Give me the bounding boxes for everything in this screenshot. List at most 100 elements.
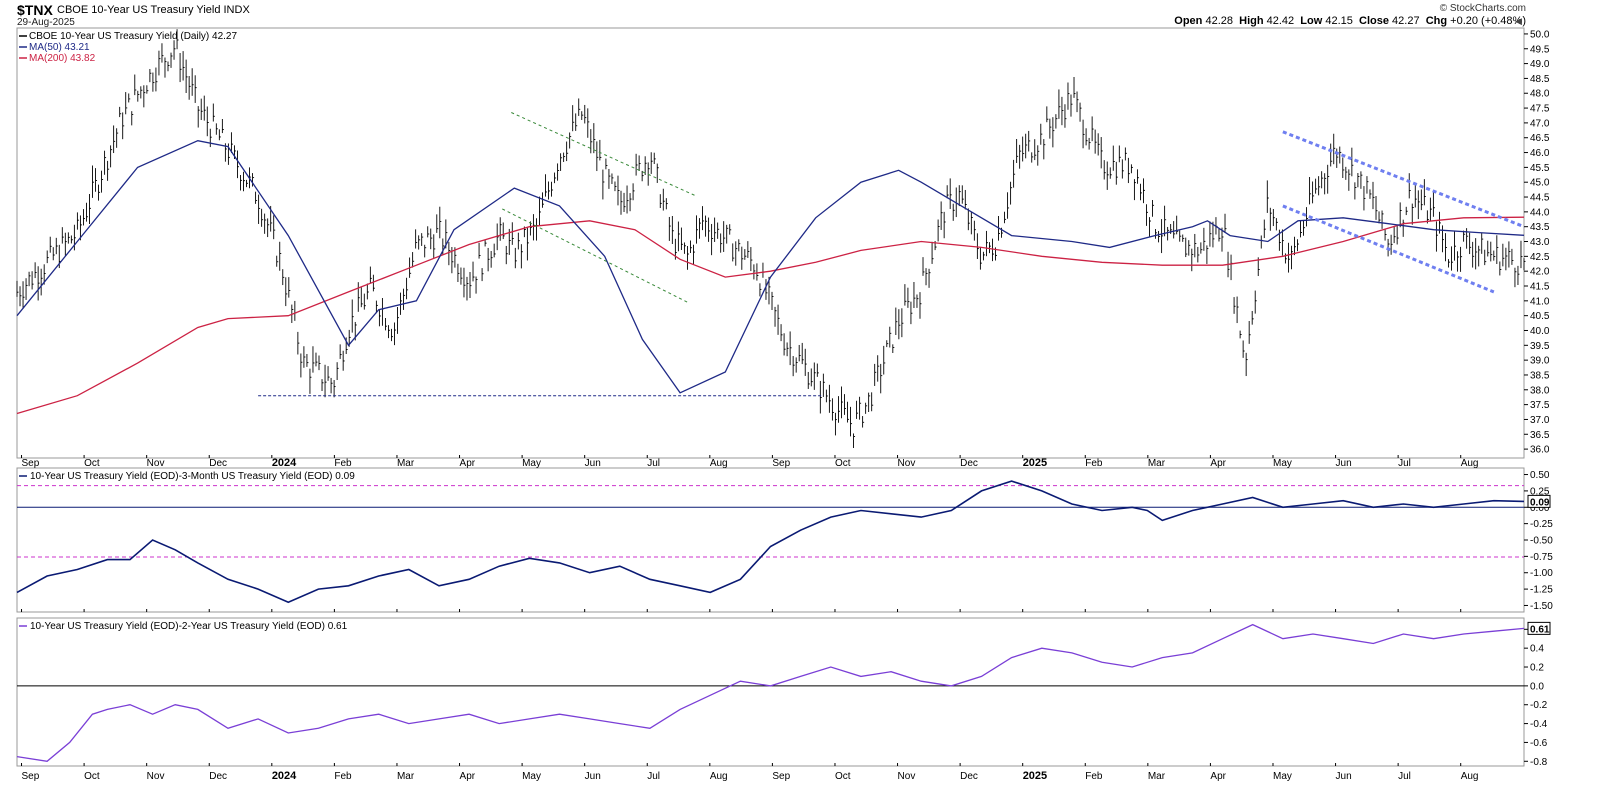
y-tick-label: 46.0 (1530, 148, 1550, 159)
x-axis-label: Jul (647, 458, 660, 469)
close-value: 42.27 (1392, 15, 1420, 27)
x-axis-label: Sep (772, 458, 790, 469)
spread-2y-line (16, 623, 1525, 762)
open-label: Open (1174, 15, 1203, 27)
x-axis-label: Feb (334, 458, 352, 469)
collapse-arrow-icon[interactable]: ◀ (1515, 16, 1522, 26)
x-axis-label: May (1273, 458, 1292, 469)
y-tick-label: 48.0 (1530, 89, 1550, 100)
symbol-name: CBOE 10-Year US Treasury Yield INDX (57, 4, 250, 16)
spread-3m-line (16, 480, 1525, 604)
x-axis-label: Oct (835, 458, 851, 469)
x-axis-label: Nov (898, 771, 916, 782)
y-tick-label: 39.5 (1530, 341, 1550, 352)
y-tick-label: -1.00 (1530, 568, 1553, 579)
pane3-title: 10-Year US Treasury Yield (EOD)-2-Year U… (30, 621, 348, 632)
y-tick-label: 49.5 (1530, 44, 1550, 55)
y-tick-label: -0.4 (1530, 719, 1548, 730)
y-tick-label: 38.0 (1530, 385, 1550, 396)
spread-3m-pane: 0.50 0.25 0.00 -0.25 -0.50 -0.75 -1.00 -1.25 -1.… (16, 467, 1553, 613)
y-tick-label: 0.2 (1530, 663, 1544, 674)
legend-entry: MA(200) 43.82 (29, 53, 96, 64)
y-tick-label: 43.0 (1530, 237, 1550, 248)
y-tick-label: 0.4 (1530, 644, 1544, 655)
y-tick-label: -1.50 (1530, 601, 1553, 612)
chart-date: 29-Aug-2025 (17, 17, 75, 28)
y-tick-label: -0.25 (1530, 519, 1553, 530)
y-tick-label: 46.5 (1530, 133, 1550, 144)
y-tick-label: 40.0 (1530, 326, 1550, 337)
y-tick-label: 0.25 (1530, 486, 1550, 497)
channel-upper (1282, 130, 1525, 229)
x-axis-label: Mar (1148, 771, 1166, 782)
x-axis-label: Aug (710, 458, 728, 469)
chg-value: +0.20 (+0.48%) (1450, 15, 1526, 27)
y-tick-label: 38.5 (1530, 370, 1550, 381)
x-axis-label: Oct (84, 771, 100, 782)
chg-label: Chg (1425, 15, 1448, 27)
open-value: 42.28 (1205, 15, 1233, 27)
x-axis-label: Dec (960, 458, 978, 469)
ma50-line (16, 140, 1525, 394)
y-tick-label: 43.5 (1530, 222, 1550, 233)
pane-frame (16, 27, 1525, 459)
x-axis-label: Sep (772, 771, 790, 782)
channel-lower (1282, 204, 1495, 294)
x-axis-label: May (522, 771, 541, 782)
legend-entry: CBOE 10-Year US Treasury Yield (Daily) 4… (29, 31, 237, 42)
y-tick-label: 0.50 (1530, 470, 1550, 481)
x-axis-label: Jun (585, 771, 601, 782)
y-tick-label: 0.0 (1530, 681, 1544, 692)
ohlc-readout: Open 42.28 High 42.42 Low 42.15 Close 42… (1174, 15, 1526, 27)
green-channel-upper (511, 112, 696, 197)
x-axis: Sep Sep Oct Oct Nov Nov Dec Dec 2024 2024 Feb Feb Ma… (21, 455, 1479, 782)
y-tick-label: -0.2 (1530, 700, 1548, 711)
x-axis-label: Apr (460, 771, 476, 782)
low-value: 42.15 (1325, 15, 1353, 27)
x-axis-label: Feb (334, 771, 352, 782)
y-tick-label: -0.50 (1530, 536, 1553, 547)
high-label: High (1239, 15, 1264, 27)
last-value-label: 0.09 (1530, 497, 1550, 508)
y-tick-label: 49.0 (1530, 59, 1550, 70)
y-tick-label: 40.5 (1530, 311, 1550, 322)
x-axis-label: May (1273, 771, 1292, 782)
pane-frame (16, 617, 1525, 767)
green-channel-lower (502, 208, 688, 303)
y-tick-label: 41.0 (1530, 296, 1550, 307)
x-axis-label: Mar (397, 458, 415, 469)
x-axis-label: Nov (147, 771, 165, 782)
x-axis-label: Mar (397, 771, 415, 782)
y-tick-label: -0.8 (1530, 757, 1548, 768)
y-tick-label: 41.5 (1530, 282, 1550, 293)
y-tick-label: 44.0 (1530, 207, 1550, 218)
y-tick-label: -0.6 (1530, 738, 1548, 749)
x-axis-label: Aug (1461, 771, 1479, 782)
y-tick-label: 37.5 (1530, 400, 1550, 411)
pane2-title: 10-Year US Treasury Yield (EOD)-3-Month … (30, 471, 355, 482)
legend-entry: MA(50) 43.21 (29, 42, 90, 53)
pane-frame (16, 467, 1525, 613)
y-tick-label: 39.0 (1530, 356, 1550, 367)
x-axis-label: Jul (1398, 771, 1411, 782)
last-value-box (1527, 494, 1551, 508)
y-tick-label: 36.0 (1530, 445, 1550, 456)
y-tick-label: 36.5 (1530, 430, 1550, 441)
x-axis-label: Dec (209, 458, 227, 469)
x-axis-label: Dec (960, 771, 978, 782)
close-label: Close (1359, 15, 1389, 27)
x-axis-label: Oct (84, 458, 100, 469)
x-axis-label: Aug (1461, 458, 1479, 469)
x-axis-label: Aug (710, 771, 728, 782)
x-axis-label: Jun (585, 458, 601, 469)
y-tick-label: 50.0 (1530, 29, 1550, 40)
x-axis-label: Dec (209, 771, 227, 782)
y-tick-label: 37.0 (1530, 415, 1550, 426)
ma200-line (16, 216, 1525, 415)
y-tick-label: 47.0 (1530, 118, 1550, 129)
y-tick-label: 44.5 (1530, 193, 1550, 204)
x-axis-label: Mar (1148, 458, 1166, 469)
price-pane: 50.0 49.5 49.0 48.5 48.0 47.5 47.0 46.5 46.0 45.5… (16, 27, 1550, 459)
x-axis-label: 2025 (1023, 770, 1047, 782)
